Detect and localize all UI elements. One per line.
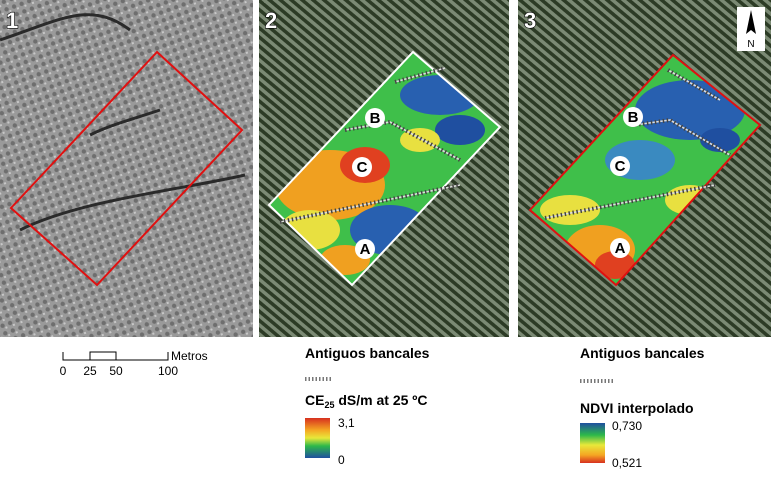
zone-marker xyxy=(352,157,372,177)
old-terraces xyxy=(279,66,461,224)
panel-number: 2 xyxy=(265,8,277,33)
old-terraces xyxy=(544,68,732,220)
scale-label: 0 xyxy=(60,364,67,378)
panel-number: 3 xyxy=(524,8,536,33)
scale-label: 50 xyxy=(109,364,123,378)
legend-title: NDVI interpolado xyxy=(580,400,694,416)
zone-marker xyxy=(365,108,385,128)
legend-title-part: dS/m at 25 ºC xyxy=(334,392,427,408)
zone-marker xyxy=(355,239,375,259)
zone-marker xyxy=(623,107,643,127)
panel-3: B C A 3 N xyxy=(518,0,771,337)
ramp-min: 0 xyxy=(338,453,345,467)
color-ramp xyxy=(580,423,605,463)
color-ramp xyxy=(305,418,330,458)
terrace-edge xyxy=(0,13,246,232)
ramp-max: 0,730 xyxy=(612,419,642,433)
zone-marker xyxy=(610,238,630,258)
zone-marker xyxy=(610,156,630,176)
aerial-photo xyxy=(0,0,253,337)
ramp-max: 3,1 xyxy=(338,416,355,430)
plot-outline xyxy=(9,50,244,287)
legend-title: CE25 dS/m at 25 ºC xyxy=(305,392,428,410)
plot-outline xyxy=(528,53,762,287)
zone-label: A xyxy=(615,240,626,257)
zone-label: B xyxy=(370,110,381,127)
legend-line-label: Antiguos bancales xyxy=(580,345,705,361)
scale-bar: Metros 0 25 50 100 xyxy=(60,349,208,378)
legend-title-part: CE xyxy=(305,392,324,408)
plot-outline xyxy=(267,50,502,287)
ramp-min: 0,521 xyxy=(612,456,642,470)
zone-label: C xyxy=(615,158,626,175)
panel-1: 1 xyxy=(0,0,253,337)
north-label: N xyxy=(747,39,754,50)
zone-label: C xyxy=(357,159,368,176)
panel-number: 1 xyxy=(6,8,18,33)
legend-line-label: Antiguos bancales xyxy=(305,345,430,361)
north-arrow xyxy=(746,10,756,34)
scale-label: 100 xyxy=(158,364,178,378)
legend-ce: Antiguos bancales CE25 dS/m at 25 ºC 3,1… xyxy=(305,345,430,467)
panel-2: B C A 2 xyxy=(259,0,509,337)
scale-label: 25 xyxy=(83,364,97,378)
zone-label: A xyxy=(360,241,371,258)
scale-unit: Metros xyxy=(171,349,208,363)
zone-label: B xyxy=(628,109,639,126)
legend-ndvi: Antiguos bancales NDVI interpolado 0,730… xyxy=(580,345,705,470)
legend-title-subscript: 25 xyxy=(324,400,334,410)
